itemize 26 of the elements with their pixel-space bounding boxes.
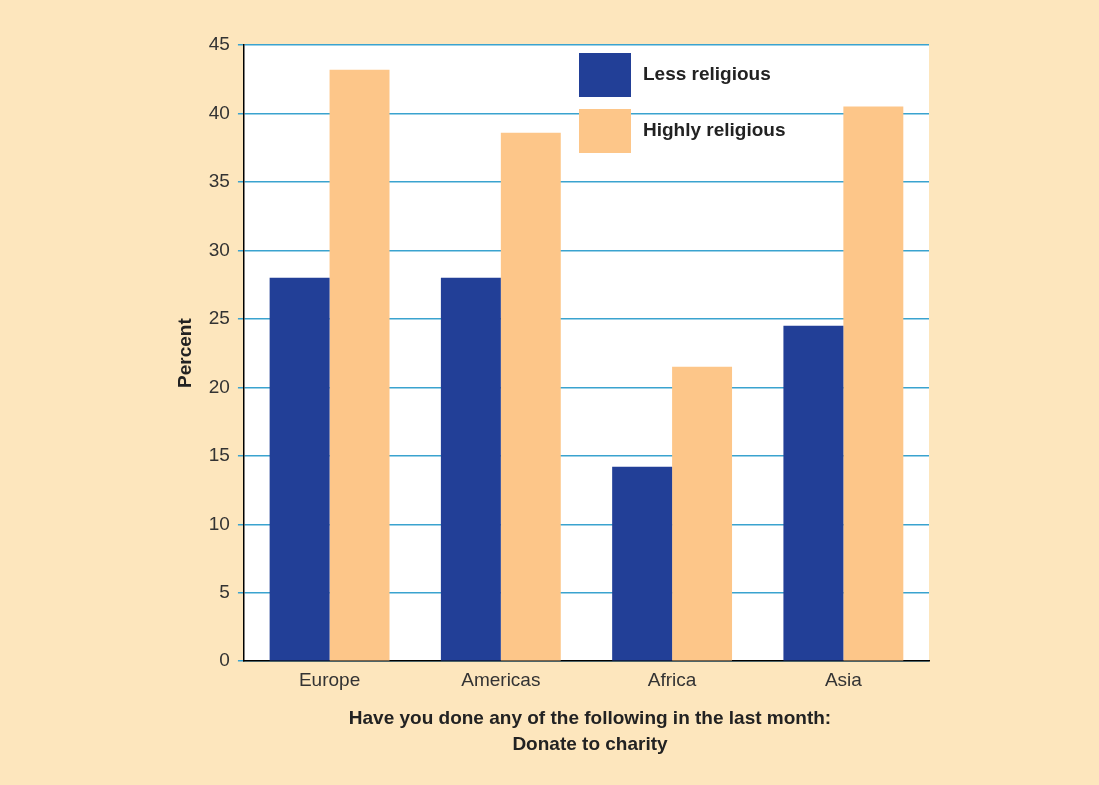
- bar: [500, 132, 561, 661]
- bar: [329, 69, 390, 661]
- bar: [269, 277, 330, 661]
- y-tick-label: 20: [208, 375, 230, 397]
- y-tick-label: 25: [208, 307, 230, 329]
- x-tick-label: Africa: [647, 668, 697, 690]
- bar: [672, 366, 733, 661]
- x-tick-label: Asia: [824, 668, 863, 690]
- bar: [783, 325, 844, 661]
- legend-label: Highly religious: [643, 119, 786, 141]
- x-tick-label: Europe: [298, 668, 361, 690]
- y-tick-label: 35: [208, 170, 230, 192]
- legend-label: Less religious: [643, 63, 771, 85]
- bar: [843, 106, 904, 661]
- y-tick-label: 15: [208, 444, 230, 466]
- y-tick-label: 30: [208, 238, 230, 260]
- y-tick-label: 10: [208, 512, 230, 534]
- y-tick-label: 40: [208, 101, 230, 123]
- y-tick-label: 0: [219, 649, 230, 671]
- x-tick-label: Americas: [461, 668, 541, 690]
- x-axis-title: Have you done any of the following in the last month: Donate to charity: [347, 706, 833, 756]
- y-tick-label: 45: [208, 33, 230, 55]
- y-tick-label: 5: [219, 580, 230, 602]
- bar: [612, 466, 673, 661]
- y-axis-title: Percent: [173, 317, 195, 388]
- bar: [440, 277, 501, 661]
